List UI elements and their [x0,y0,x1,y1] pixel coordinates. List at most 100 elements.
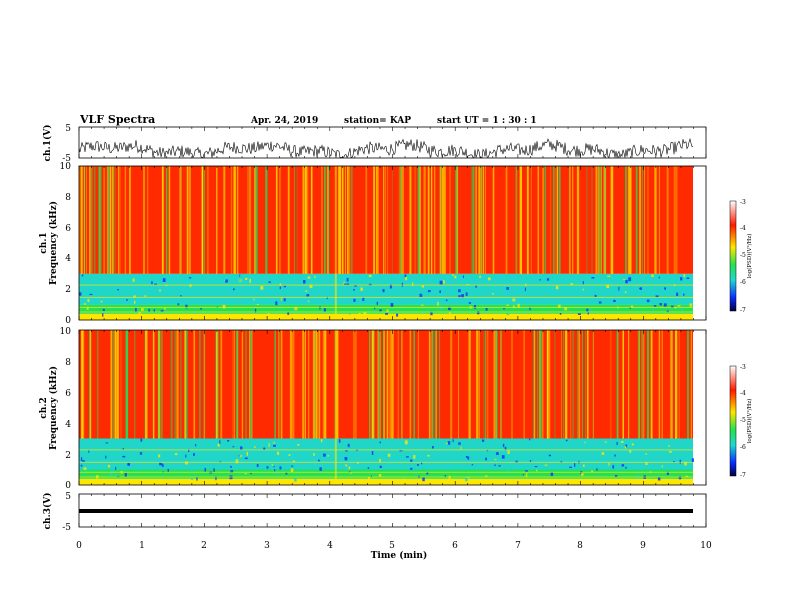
spectrogram-speckle [396,313,399,317]
spectrogram-streak [377,166,379,274]
spectrogram-speckle [427,454,430,457]
spectrogram-streak [644,166,646,274]
spectrogram-speckle [422,477,425,482]
spectrogram-streak [162,166,163,274]
spectrogram-speckle [458,289,461,293]
spectrogram-streak [279,166,281,274]
spectrogram-speckle [582,281,584,285]
spectrogram-speckle [299,443,302,448]
spectrogram-speckle [185,301,189,305]
spectrogram-speckle [180,295,182,297]
spectrogram-line [79,461,693,463]
ch2-cbar-tick-6: -6 [740,444,746,451]
spectrogram-speckle [616,441,618,446]
spectrogram-speckle [232,446,235,448]
spectrogram-streak [434,166,436,274]
spectrogram-speckle [219,440,221,444]
spectrogram-speckle [185,454,187,458]
spectrogram-streak [126,330,128,439]
spectrogram-streak [83,166,86,274]
spectrogram-speckle [100,300,103,303]
ch3-waveform-trace [79,509,693,513]
spectrogram-speckle [275,471,278,475]
spectrogram-speckle [517,303,520,308]
spectrogram-speckle [405,276,408,281]
spectrogram-streak [184,330,187,439]
spectrogram-streak [250,330,253,439]
ch1-ytick-10: 10 [60,162,72,172]
spectrogram-speckle [385,442,387,447]
spectrogram-streak [193,330,195,439]
spectrogram-speckle [432,446,434,449]
spectrogram-streak [384,166,387,274]
spectrogram-streak [327,166,330,274]
spectrogram-speckle [297,444,300,446]
spectrogram-streak [523,330,525,439]
spectrogram-speckle [371,451,374,455]
spectrogram-speckle [141,308,144,311]
spectrogram-streak [347,166,349,274]
spectrogram-speckle [122,278,126,281]
spectrogram-speckle [410,451,413,454]
spectrogram-speckle [83,467,87,470]
spectrogram-speckle [323,453,326,457]
spectrogram-speckle [655,297,659,301]
spectrogram-speckle [437,301,439,306]
spectrogram-streak [559,166,560,274]
spectrogram-speckle [582,288,584,291]
spectrogram-speckle [485,457,487,461]
spectrogram-streak [470,330,471,439]
spectrogram-speckle [410,459,413,462]
spectrogram-speckle [174,453,178,456]
xtick-7: 7 [515,541,521,551]
spectrogram-speckle [577,313,581,315]
spectrogram-streak [216,330,219,439]
spectrogram-speckle [679,459,681,464]
spectrogram-speckle [673,461,675,463]
ch2-cbar-tick-7: -7 [740,472,746,479]
spectrogram-speckle [482,439,485,442]
xtick-0: 0 [76,541,82,551]
spectrogram-speckle [390,303,394,307]
spectrogram-speckle [247,292,250,295]
spectrogram-speckle [330,446,333,451]
spectrogram-speckle [419,293,423,297]
spectrogram-streak [89,330,92,439]
spectrogram-speckle [191,476,193,480]
spectrogram-speckle [624,446,627,449]
spectrogram-streak [249,330,251,439]
spectrogram-streak [549,330,551,439]
ch1-ytick-6: 6 [65,224,71,234]
spectrogram-streak [91,166,93,274]
spectrogram-speckle [256,464,259,467]
spectrogram-streak [658,166,660,274]
spectrogram-speckle [645,462,648,465]
spectrogram-speckle [283,285,286,288]
spectrogram-streak [592,330,594,439]
spectrogram-speckle [292,460,295,463]
spectrogram-streak [391,330,393,439]
spectrogram-speckle [631,443,634,446]
spectrogram-speckle [570,283,573,286]
spectrogram-streak [89,166,91,274]
spectrogram-speckle [160,310,164,312]
spectrogram-speckle [530,292,532,296]
spectrogram-speckle [467,456,470,460]
spectrogram-streak [654,166,657,274]
spectrogram-streak [641,166,643,274]
spectrogram-speckle [509,302,512,305]
spectrogram-speckle [651,274,654,277]
ch2-colorbar: -3 -4 -5 -6 -7 log(PSD)(V²/Hz) [729,364,753,479]
spectrogram-speckle [676,292,679,297]
spectrogram-speckle [512,298,516,302]
spectrogram-streak [550,166,552,274]
spectrogram-speckle [374,307,376,310]
spectrogram-speckle [159,462,161,466]
spectrogram-speckle [601,452,605,455]
spectrogram-speckle [254,308,257,313]
spectrogram-streak [279,330,280,439]
ch1-colorbar-gradient [729,200,737,312]
spectrogram-streak [321,166,323,274]
xtick-10: 10 [700,541,712,551]
spectrogram-speckle [107,464,111,468]
